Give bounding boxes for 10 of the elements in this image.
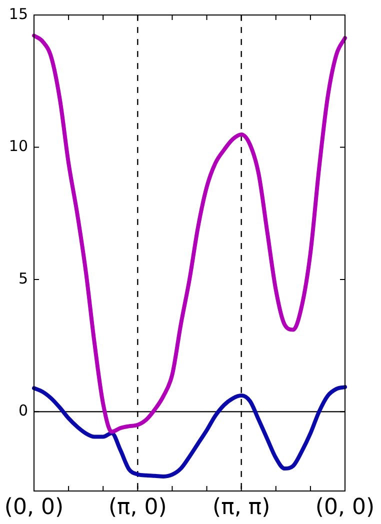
y-tick-label: 10 (8, 137, 28, 156)
x-tick-label: (0, 0) (315, 494, 375, 520)
y-tick-label: 15 (8, 4, 28, 23)
x-tick-label: (π, 0) (108, 494, 167, 520)
line-series (32, 34, 347, 434)
x-tick-label: (π, π) (212, 494, 270, 520)
y-tick-label: 0 (18, 402, 28, 420)
y-tick-label: 5 (18, 269, 28, 288)
x-tick-label: (0, 0) (4, 494, 64, 520)
line-series (32, 385, 347, 478)
